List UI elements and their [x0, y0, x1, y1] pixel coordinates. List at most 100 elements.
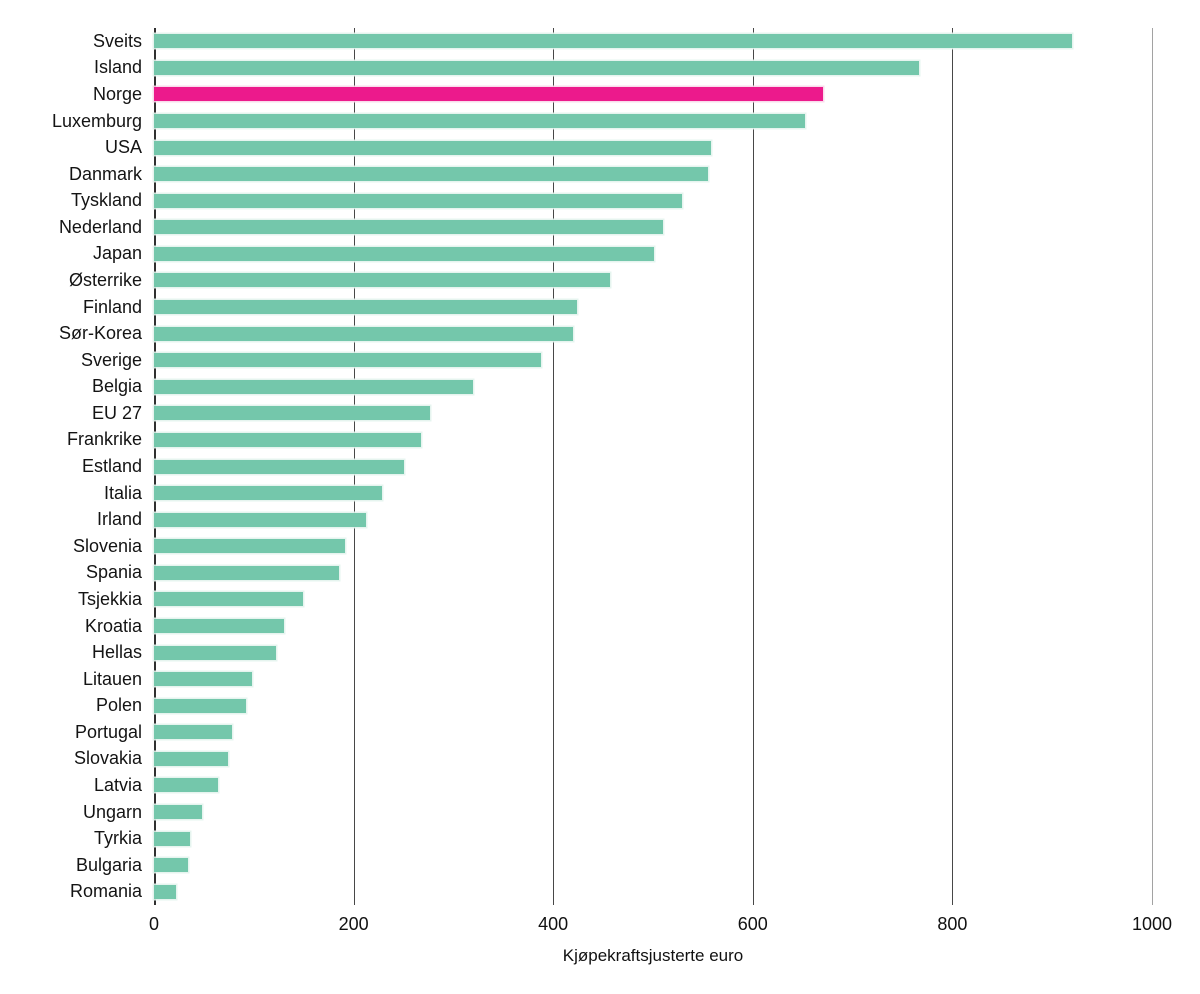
chart-row: Finland: [0, 294, 1200, 321]
bar: [154, 353, 542, 368]
category-label: Spania: [85, 562, 142, 583]
bar-highlighted: [154, 87, 823, 102]
category-label: Sverige: [80, 349, 142, 370]
category-label: Østerrike: [68, 269, 142, 290]
bar: [154, 672, 252, 687]
category-label: Latvia: [93, 774, 142, 795]
bar: [154, 379, 474, 394]
chart-row: Irland: [0, 506, 1200, 533]
category-label: Italia: [103, 482, 142, 503]
chart-row: Nederland: [0, 214, 1200, 241]
bar: [154, 645, 276, 660]
bar: [154, 273, 611, 288]
category-label: Hellas: [91, 642, 142, 663]
bar: [154, 778, 218, 793]
bar: [154, 60, 920, 75]
category-label: Slovakia: [73, 748, 142, 769]
chart-row: Romania: [0, 879, 1200, 906]
chart-row: EU 27: [0, 400, 1200, 427]
gridline-800: [952, 28, 954, 905]
chart-row: Østerrike: [0, 267, 1200, 294]
category-label: Nederland: [58, 216, 142, 237]
chart-row: Belgia: [0, 374, 1200, 401]
category-label: Romania: [69, 881, 142, 902]
bar: [154, 858, 188, 873]
bar: [154, 592, 303, 607]
chart-row: Slovakia: [0, 746, 1200, 773]
gridline-600: [752, 28, 754, 905]
chart-row: Italia: [0, 480, 1200, 507]
chart-row: Tyskland: [0, 187, 1200, 214]
category-label: Danmark: [68, 163, 142, 184]
chart-row: Bulgaria: [0, 852, 1200, 879]
category-label: EU 27: [91, 402, 142, 423]
chart-row: Polen: [0, 692, 1200, 719]
bar: [154, 406, 431, 421]
category-label: Sør-Korea: [58, 323, 142, 344]
chart-row: Sveits: [0, 28, 1200, 55]
category-label: Bulgaria: [75, 854, 142, 875]
bar: [154, 486, 382, 501]
chart-row: Danmark: [0, 161, 1200, 188]
category-label: Island: [93, 57, 142, 78]
bar: [154, 300, 578, 315]
bar: [154, 725, 232, 740]
category-label: USA: [104, 137, 142, 158]
category-label: Estland: [81, 456, 142, 477]
category-label: Litauen: [82, 668, 142, 689]
x-tick-label: 400: [538, 914, 569, 934]
bar: [154, 459, 405, 474]
bar: [154, 432, 422, 447]
category-label: Luxemburg: [51, 110, 142, 131]
bar: [154, 246, 654, 261]
chart-row: Kroatia: [0, 613, 1200, 640]
chart-row: Slovenia: [0, 533, 1200, 560]
bar-rows: Sveits Island Norge Luxemburg USA Danmark Tysk…: [0, 28, 1200, 905]
chart-row: USA: [0, 134, 1200, 161]
plot-area: Sveits Island Norge Luxemburg USA Danmark Tysk…: [0, 28, 1200, 905]
chart-row: Luxemburg: [0, 108, 1200, 135]
bar: [154, 114, 805, 129]
chart-row: Spania: [0, 560, 1200, 587]
gridline-400: [553, 28, 555, 905]
chart-row: Sverige: [0, 347, 1200, 374]
x-tick-label: 0: [148, 914, 160, 934]
bar: [154, 619, 284, 633]
bar: [154, 884, 176, 899]
category-label: Finland: [82, 296, 142, 317]
chart-row: Ungarn: [0, 799, 1200, 826]
bar: [154, 167, 708, 182]
category-label: Kroatia: [84, 615, 142, 636]
category-label: Norge: [92, 83, 142, 104]
x-axis-title: Kjøpekraftsjusterte euro: [562, 946, 744, 965]
x-tick-label: 600: [737, 914, 768, 934]
bar: [154, 539, 345, 554]
category-label: Ungarn: [82, 801, 142, 822]
category-label: Japan: [92, 243, 142, 264]
category-label: Polen: [95, 695, 142, 716]
chart-row: Island: [0, 55, 1200, 82]
category-label: Tyrkia: [93, 828, 142, 849]
category-label: Tyskland: [70, 190, 142, 211]
chart-row: Litauen: [0, 666, 1200, 693]
bar: [154, 34, 1073, 49]
category-label: Tsjekkia: [77, 588, 142, 609]
chart-row: Japan: [0, 241, 1200, 268]
bar: [154, 751, 228, 766]
category-label: Frankrike: [66, 429, 142, 450]
x-tick-label: 800: [937, 914, 968, 934]
bar: [154, 805, 202, 820]
bar: [154, 565, 339, 580]
bar: [154, 698, 246, 713]
chart-row: Hellas: [0, 639, 1200, 666]
chart-row: Latvia: [0, 772, 1200, 799]
category-label: Slovenia: [72, 535, 142, 556]
bar: [154, 831, 190, 846]
category-label: Sveits: [92, 30, 142, 51]
chart-row: Frankrike: [0, 427, 1200, 454]
bar: [154, 326, 574, 341]
chart-row: Tyrkia: [0, 825, 1200, 852]
chart-row: Sør-Korea: [0, 320, 1200, 347]
gridline-1000: [1152, 28, 1153, 905]
